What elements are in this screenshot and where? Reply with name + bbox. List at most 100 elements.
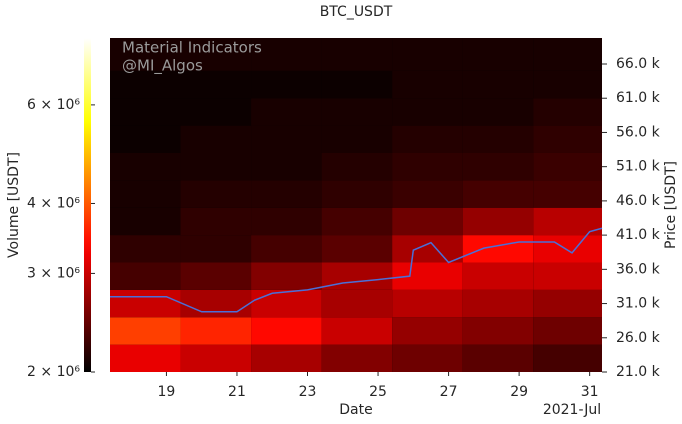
heatmap-cell	[533, 262, 602, 290]
x-axis-label: Date	[339, 402, 372, 418]
heatmap-cell	[180, 207, 252, 236]
heatmap-cell	[251, 38, 322, 71]
y-tick-label: 61.0 k	[616, 90, 661, 106]
x-tick-label: 21	[228, 384, 246, 400]
heatmap-cell	[110, 125, 181, 153]
heatmap-cell	[392, 289, 463, 318]
heatmap-cell	[392, 125, 463, 153]
heatmap-cell	[392, 207, 463, 236]
heatmap-cell	[533, 38, 602, 71]
x-tick-label: 27	[440, 384, 458, 400]
heatmap-cell	[251, 207, 322, 236]
heatmap-cell	[321, 70, 393, 99]
heatmap-cell	[321, 180, 393, 208]
price-line	[110, 227, 603, 313]
heatmap-cell	[321, 152, 393, 181]
heatmap-cell	[251, 235, 322, 263]
watermark: @MI_Algos	[122, 57, 203, 76]
heatmap-cell	[321, 38, 393, 71]
heatmap-cell	[533, 125, 602, 153]
heatmap-cell	[180, 180, 252, 208]
heatmap-cell	[392, 180, 463, 208]
heatmap-cell	[321, 344, 393, 372]
heatmap-cell	[462, 152, 534, 181]
colorbar-tick-label: 2 × 10⁶	[27, 364, 80, 380]
heatmap-cell	[251, 317, 322, 345]
heatmap-cell	[533, 152, 602, 181]
heatmap-cell	[462, 344, 534, 372]
heatmap-cell	[462, 38, 534, 71]
heatmap-cell	[251, 180, 322, 208]
heatmap-cell	[392, 98, 463, 126]
heatmap-cell	[110, 70, 181, 99]
heatmap-cell	[180, 317, 252, 345]
heatmap-cell	[533, 344, 602, 372]
colorbar-label: Volume [USDT]	[6, 152, 22, 258]
heatmap-cell	[110, 207, 181, 236]
heatmap-cell	[180, 289, 252, 318]
heatmap-cell	[110, 344, 181, 372]
heatmap-cell	[110, 235, 181, 263]
heatmap-cell	[110, 317, 181, 345]
heatmap-cell	[462, 125, 534, 153]
y-tick-label: 66.0 k	[616, 56, 661, 72]
heatmap-cell	[462, 235, 534, 263]
heatmap-cell	[533, 207, 602, 236]
heatmap-cell	[462, 180, 534, 208]
watermark: Material Indicators	[122, 39, 262, 57]
heatmap-cell	[251, 262, 322, 290]
heatmap-cell	[462, 317, 534, 345]
heatmap-cell	[251, 70, 322, 99]
heatmap-cell	[533, 235, 602, 263]
x-tick-label: 25	[369, 384, 387, 400]
heatmap-cell	[533, 180, 602, 208]
heatmap-cell	[110, 289, 181, 318]
heatmap-cell	[180, 38, 252, 71]
colorbar	[84, 38, 91, 372]
heatmap-cell	[321, 207, 393, 236]
heatmap-cell	[180, 152, 252, 181]
heatmap-cell	[392, 344, 463, 372]
heatmap-cell	[533, 98, 602, 126]
colorbar-tick-label: 3 × 10⁶	[27, 265, 80, 281]
heatmap-cell	[462, 70, 534, 99]
heatmap-cell	[321, 125, 393, 153]
x-offset-label: 2021-Jul	[543, 402, 601, 418]
y-tick-label: 36.0 k	[616, 261, 661, 277]
heatmap-cell	[110, 152, 181, 181]
heatmap-cell	[321, 98, 393, 126]
x-tick-label: 31	[581, 384, 599, 400]
x-tick-label: 19	[158, 384, 176, 400]
heatmap-cell	[180, 235, 252, 263]
heatmap-cell	[392, 235, 463, 263]
heatmap-cell	[392, 262, 463, 290]
y-axis-label: Price [USDT]	[663, 161, 679, 249]
heatmap-cell	[180, 70, 252, 99]
y-tick-label: 41.0 k	[616, 227, 661, 243]
heatmap-cell	[462, 289, 534, 318]
chart-title: BTC_USDT	[320, 4, 393, 20]
y-tick-label: 56.0 k	[616, 124, 661, 140]
y-tick-label: 21.0 k	[616, 364, 661, 380]
heatmap-cell	[251, 289, 322, 318]
y-tick-label: 31.0 k	[616, 296, 661, 312]
heatmap-cell	[392, 152, 463, 181]
heatmap-cell	[321, 317, 393, 345]
heatmap-cell	[110, 98, 181, 126]
heatmap-cell	[392, 317, 463, 345]
colorbar-tick-label: 6 × 10⁶	[27, 97, 80, 113]
heatmap-cell	[321, 289, 393, 318]
heatmap-cell	[462, 207, 534, 236]
heatmap-cell	[110, 38, 181, 71]
heatmap-cell	[110, 262, 181, 290]
heatmap-cell	[533, 289, 602, 318]
x-tick-label: 29	[510, 384, 528, 400]
heatmap-cell	[110, 180, 181, 208]
heatmap-cell	[533, 317, 602, 345]
y-tick-label: 51.0 k	[616, 159, 661, 175]
heatmap-cell	[180, 344, 252, 372]
heatmap-cell	[251, 152, 322, 181]
heatmap-cell	[180, 98, 252, 126]
heatmap-cell	[180, 262, 252, 290]
